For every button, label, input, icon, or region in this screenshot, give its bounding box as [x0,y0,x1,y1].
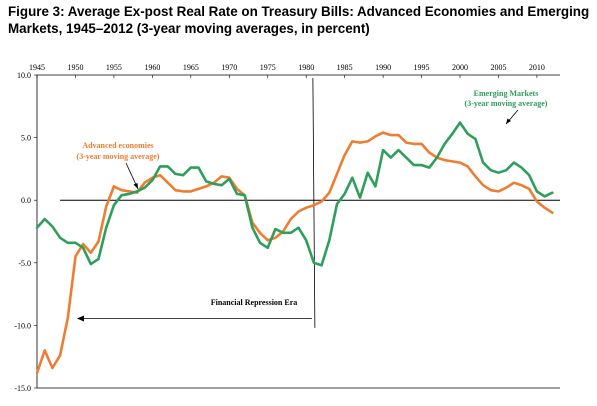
x-tick-label: 1990 [375,63,391,72]
emerging-markets-sublabel: (3-year moving average) [465,99,548,108]
repression-era-label: Financial Repression Era [211,298,298,307]
chart-title: Figure 3: Average Ex-post Real Rate on T… [8,4,590,36]
x-tick-label: 1975 [260,63,276,72]
repression-arrowhead [77,315,84,322]
advanced-economies-sublabel: (3-year moving average) [77,152,160,161]
emerging-markets-line [35,121,554,267]
axes [34,74,560,389]
y-tick-label: -10.0 [14,321,31,330]
annotations: Advanced economies (3-year moving average… [77,89,548,322]
advanced-economies-label: Advanced economies [82,141,153,150]
x-tick-label: 1955 [106,63,122,72]
repression-divider-line [312,77,316,328]
y-tick-label: -5.0 [18,259,31,268]
y-tick-label: 5.0 [21,134,31,143]
emerging-markets-label: Emerging Markets [474,89,539,98]
x-tick-label: 2010 [529,63,545,72]
tick-labels: 10.0 5.0 0.0 -5.0 -10.0 -15.0 1945 1950 1955 1960… [14,63,545,393]
advanced-pointer-arrowhead [133,183,138,189]
advanced-economies-line [35,131,554,375]
x-tick-label: 1995 [414,63,430,72]
series-lines [35,121,554,375]
x-tick-label: 1945 [29,63,45,72]
y-tick-label: -15.0 [14,384,31,393]
x-tick-label: 1965 [183,63,199,72]
x-tick-label: 1970 [221,63,237,72]
x-tick-label: 1960 [144,63,160,72]
y-tick-label: 10.0 [17,71,31,80]
x-tick-label: 2000 [452,63,468,72]
x-tick-label: 1980 [298,63,314,72]
x-tick-label: 1985 [337,63,353,72]
emerging-pointer-arrowhead [506,118,511,124]
x-tick-label: 1950 [67,63,83,72]
y-tick-label: 0.0 [21,196,31,205]
x-tick-label: 2005 [490,63,506,72]
